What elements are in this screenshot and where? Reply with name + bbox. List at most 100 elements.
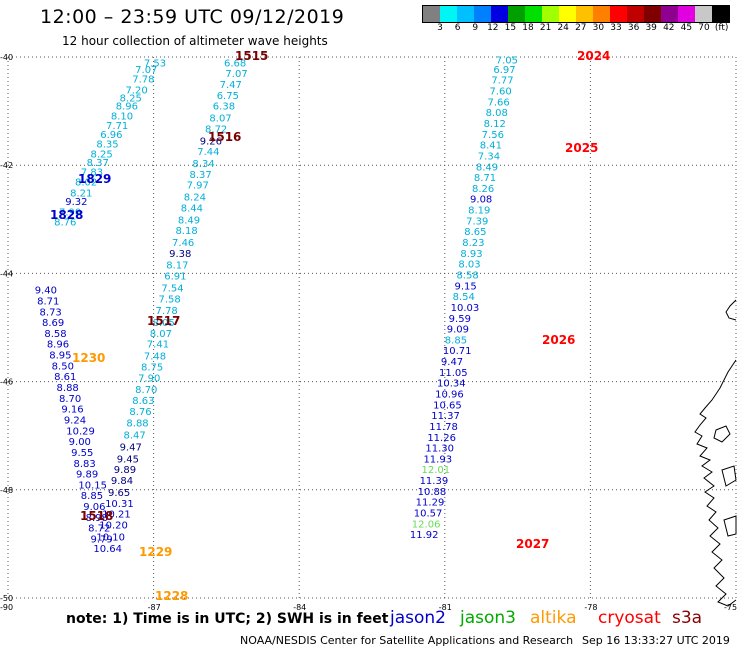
- altimeter-points: 7.537.077.787.208.258.968.107.716.968.35…: [35, 56, 518, 556]
- wave-height-value: 7.46: [172, 238, 194, 249]
- wave-height-value: 8.83: [74, 459, 96, 470]
- wave-height-value: 7.90: [59, 208, 81, 219]
- coastline-island: [713, 425, 731, 443]
- color-scale-label: 18: [522, 23, 534, 33]
- pass-label: 1518: [80, 509, 113, 523]
- wave-height-value: 9.45: [117, 454, 139, 465]
- generation-timestamp: Sep 16 13:33:27 UTC 2019: [582, 634, 730, 647]
- latitude-label: -48: [0, 486, 13, 495]
- latitude-label: -40: [0, 53, 13, 62]
- color-swatch: [610, 6, 627, 22]
- wave-height-value: 11.30: [425, 444, 454, 455]
- wave-height-value: 9.09: [447, 325, 469, 336]
- wave-height-value: 11.39: [420, 476, 449, 487]
- wave-height-value: 10.64: [93, 544, 122, 555]
- color-scale-label: 45: [680, 23, 693, 33]
- wave-height-value: 10.65: [433, 400, 462, 411]
- wave-height-value: 8.73: [40, 307, 62, 318]
- wave-height-value: 9.38: [169, 249, 191, 260]
- wave-height-value: 6.97: [493, 65, 515, 76]
- wave-height-value: 8.25: [91, 149, 113, 160]
- color-swatch: [542, 6, 559, 22]
- pass-label: 1828: [50, 208, 83, 222]
- legend-item-cryosat: cryosat: [598, 608, 661, 628]
- wave-height-value: 11.78: [429, 422, 458, 433]
- wave-height-value: 8.25: [120, 94, 142, 105]
- wave-height-value: 8.71: [474, 173, 496, 184]
- wave-height-value: 8.23: [462, 238, 484, 249]
- credit-line: NOAA/NESDIS Center for Satellite Applica…: [240, 634, 574, 647]
- wave-height-value: 10.03: [451, 303, 480, 314]
- pass-label: 1829: [78, 172, 111, 186]
- wave-height-value: 9.00: [69, 437, 91, 448]
- color-swatch: [712, 6, 729, 22]
- wave-height-value: 8.95: [49, 351, 71, 362]
- wave-height-value: 8.34: [192, 159, 214, 170]
- wave-height-value: 7.54: [161, 283, 183, 294]
- wave-height-value: 7.78: [156, 306, 178, 317]
- pass-label: 1515: [235, 49, 268, 63]
- legend-item-altika: altika: [530, 608, 577, 628]
- color-scale-label: 30: [592, 23, 605, 33]
- wave-height-value: 10.57: [414, 509, 443, 520]
- wave-height-value: 8.19: [468, 206, 490, 217]
- wave-height-value: 9.47: [441, 357, 463, 368]
- color-swatch: [491, 6, 508, 22]
- color-swatch: [525, 6, 542, 22]
- wave-height-value: 11.93: [423, 454, 452, 465]
- wave-height-value: 8.65: [464, 227, 486, 238]
- wave-height-value: 9.40: [35, 286, 57, 297]
- wave-height-value: 8.07: [150, 329, 172, 340]
- color-scale-label: 42: [663, 23, 675, 33]
- wave-height-value: 10.21: [102, 510, 131, 521]
- map-subtitle: 12 hour collection of altimeter wave hei…: [62, 34, 328, 48]
- color-swatch: [559, 6, 576, 22]
- wave-height-value: 10.88: [418, 487, 447, 498]
- wave-height-value: 9.55: [71, 448, 93, 459]
- pass-label: 1516: [208, 130, 241, 144]
- wave-height-value: 6.38: [213, 102, 235, 113]
- wave-height-value: 8.88: [126, 419, 148, 430]
- map-title: 12:00 – 23:59 UTC 09/12/2019: [40, 6, 345, 28]
- wave-height-value: 8.96: [116, 102, 138, 113]
- wave-height-value: 8.85: [81, 491, 103, 502]
- pass-label: 2027: [516, 537, 549, 551]
- wave-height-value: 7.77: [491, 76, 513, 87]
- color-scale-bar: [422, 5, 730, 23]
- color-scale-label: 36: [627, 23, 640, 33]
- wave-height-value: 7.66: [488, 97, 510, 108]
- wave-height-value: 8.18: [175, 226, 197, 237]
- color-scale-label: 27: [575, 23, 587, 33]
- wave-height-value: 8.71: [37, 296, 59, 307]
- pass-label: 2024: [577, 49, 610, 63]
- longitude-label: -75: [724, 603, 737, 612]
- color-scale-label: 6: [454, 23, 461, 33]
- wave-height-value: 8.37: [190, 170, 212, 181]
- wave-height-value: 7.90: [138, 373, 160, 384]
- wave-height-value: 8.49: [178, 215, 200, 226]
- wave-height-value: 9.47: [120, 443, 142, 454]
- wave-height-value: 8.76: [129, 407, 151, 418]
- latitude-label: -46: [0, 378, 13, 387]
- wave-height-value: 11.05: [439, 368, 468, 379]
- pass-label: 1517: [147, 314, 180, 328]
- color-swatch: [576, 6, 593, 22]
- wave-height-value: 10.34: [437, 379, 466, 390]
- color-scale-label: 15: [504, 23, 517, 33]
- wave-height-value: 8.96: [47, 340, 69, 351]
- wave-height-value: 9.79: [91, 534, 113, 545]
- wave-height-value: 8.10: [111, 111, 133, 122]
- wave-height-value: 9.84: [111, 476, 133, 487]
- color-scale-label: 39: [645, 23, 657, 33]
- color-scale-label: 9: [472, 23, 479, 33]
- wave-height-value: 9.24: [64, 415, 86, 426]
- wave-height-value: 8.44: [181, 203, 203, 214]
- wave-height-value: 12.01: [422, 465, 451, 476]
- pass-labels: 1515 1516 1517 1518 1829 1828 1230 1229 1228 2024…: [50, 49, 610, 603]
- longitude-label: -90: [0, 603, 13, 612]
- wave-height-value: 9.08: [470, 195, 492, 206]
- pass-label: 1228: [155, 589, 188, 603]
- wave-height-value: 8.07: [209, 114, 231, 125]
- wave-height-value: 10.20: [99, 520, 128, 531]
- wave-height-value: 11.29: [416, 498, 445, 509]
